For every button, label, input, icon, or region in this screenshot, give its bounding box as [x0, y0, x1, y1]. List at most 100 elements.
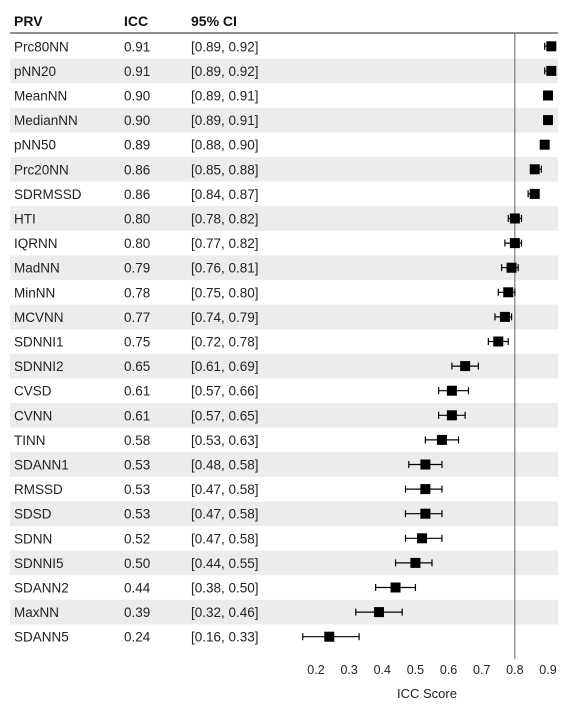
row-name-label: pNN50 [14, 138, 56, 153]
table-row: CVNN 0.61 [0.57, 0.65] [14, 408, 466, 423]
row-ci-value: [0.72, 0.78] [191, 335, 259, 350]
table-row: SDRMSSD 0.86 [0.84, 0.87] [14, 187, 540, 202]
row-name-label: SDNNI2 [14, 359, 64, 374]
header-ci: 95% CI [191, 13, 237, 29]
row-icc-value: 0.50 [124, 556, 150, 571]
row-ci-value: [0.32, 0.46] [191, 605, 259, 620]
row-name-label: SDRMSSD [14, 187, 82, 202]
zebra-band [10, 206, 558, 231]
table-row: IQRNN 0.80 [0.77, 0.82] [14, 236, 523, 251]
row-ci-value: [0.47, 0.58] [191, 482, 259, 497]
row-icc-value: 0.86 [124, 162, 150, 177]
row-ci-value: [0.89, 0.91] [191, 89, 259, 104]
zebra-band [10, 58, 558, 84]
zebra-band [10, 157, 558, 182]
row-ci-value: [0.78, 0.82] [191, 212, 259, 227]
table-row: Prc20NN 0.86 [0.85, 0.88] [14, 162, 542, 177]
row-icc-value: 0.65 [124, 359, 150, 374]
row-ci-value: [0.75, 0.80] [191, 285, 259, 300]
icc-point-marker [446, 385, 457, 396]
row-icc-value: 0.90 [124, 113, 150, 128]
x-axis: 0.2 0.3 0.4 0.5 0.6 0.7 0.8 0.9 [307, 663, 556, 677]
x-tick-label: 0.5 [407, 663, 424, 677]
icc-point-marker [543, 115, 553, 126]
row-ci-value: [0.88, 0.90] [191, 138, 259, 153]
row-ci-value: [0.47, 0.58] [191, 531, 259, 546]
row-icc-value: 0.53 [124, 507, 150, 522]
row-name-label: IQRNN [14, 236, 58, 251]
table-row: SDANN5 0.24 [0.16, 0.33] [14, 630, 360, 645]
icc-point-marker [493, 336, 504, 347]
row-name-label: SDANN2 [14, 581, 69, 596]
icc-point-marker [503, 287, 514, 298]
icc-point-marker [410, 557, 421, 568]
x-tick-label: 0.4 [374, 663, 391, 677]
icc-point-marker [506, 262, 517, 273]
icc-point-marker [543, 90, 553, 101]
row-icc-value: 0.77 [124, 310, 150, 325]
row-name-label: SDNNI5 [14, 556, 64, 571]
row-name-label: MinNN [14, 285, 55, 300]
row-name-label: SDSD [14, 507, 52, 522]
table-row: SDANN1 0.53 [0.48, 0.58] [14, 458, 443, 473]
row-icc-value: 0.39 [124, 605, 150, 620]
row-name-label: MeanNN [14, 89, 67, 104]
row-ci-value: [0.89, 0.92] [191, 39, 259, 54]
zebra-band [10, 107, 558, 133]
row-name-label: MadNN [14, 261, 60, 276]
icc-point-marker [546, 41, 557, 52]
header-prv: PRV [14, 13, 43, 29]
table-row: TINN 0.58 [0.53, 0.63] [14, 433, 460, 448]
icc-point-marker [390, 582, 401, 593]
row-ci-value: [0.85, 0.88] [191, 162, 259, 177]
icc-point-marker [529, 164, 540, 175]
row-icc-value: 0.80 [124, 236, 150, 251]
row-icc-value: 0.44 [124, 581, 151, 596]
icc-point-marker [420, 508, 431, 519]
row-name-label: SDANN5 [14, 630, 69, 645]
table-row: SDNNI1 0.75 [0.72, 0.78] [14, 335, 509, 350]
row-name-label: MedianNN [14, 113, 78, 128]
header-icc: ICC [124, 13, 148, 29]
x-tick-label: 0.9 [539, 663, 556, 677]
row-icc-value: 0.89 [124, 138, 150, 153]
table-row: MCVNN 0.77 [0.74, 0.79] [14, 310, 513, 325]
row-icc-value: 0.91 [124, 39, 150, 54]
icc-point-marker [417, 533, 428, 544]
icc-point-marker [460, 361, 471, 372]
icc-point-marker [529, 188, 540, 199]
row-name-label: Prc20NN [14, 162, 69, 177]
row-name-label: pNN20 [14, 64, 56, 79]
row-icc-value: 0.53 [124, 458, 150, 473]
icc-point-marker [509, 213, 520, 224]
row-ci-value: [0.76, 0.81] [191, 261, 259, 276]
icc-point-marker [509, 238, 520, 249]
table-row: MeanNN 0.90 [0.89, 0.91] [14, 89, 553, 104]
row-icc-value: 0.24 [124, 630, 151, 645]
icc-point-marker [539, 139, 550, 150]
icc-point-marker [546, 65, 557, 76]
x-axis-label: ICC Score [397, 686, 457, 701]
table-row: MadNN 0.79 [0.76, 0.81] [14, 261, 519, 276]
row-name-label: Prc80NN [14, 39, 69, 54]
x-tick-label: 0.3 [340, 663, 357, 677]
rows: Prc80NN 0.91 [0.89, 0.92] pNN20 0.91 [0.89, 0… [14, 39, 557, 645]
table-row: SDNNI5 0.50 [0.44, 0.55] [14, 556, 433, 571]
zebra-band [10, 599, 558, 625]
zebra-band [10, 255, 558, 280]
x-tick-label: 0.6 [440, 663, 457, 677]
row-name-label: MaxNN [14, 605, 59, 620]
zebra-band [10, 501, 558, 526]
row-icc-value: 0.61 [124, 408, 150, 423]
row-ci-value: [0.47, 0.58] [191, 507, 259, 522]
row-ci-value: [0.16, 0.33] [191, 630, 259, 645]
table-row: Prc80NN 0.91 [0.89, 0.92] [14, 39, 557, 54]
row-ci-value: [0.57, 0.65] [191, 408, 259, 423]
row-name-label: SDANN1 [14, 458, 69, 473]
x-tick-label: 0.7 [473, 663, 490, 677]
table-row: MaxNN 0.39 [0.32, 0.46] [14, 605, 403, 620]
row-ci-value: [0.38, 0.50] [191, 581, 259, 596]
row-icc-value: 0.91 [124, 64, 150, 79]
